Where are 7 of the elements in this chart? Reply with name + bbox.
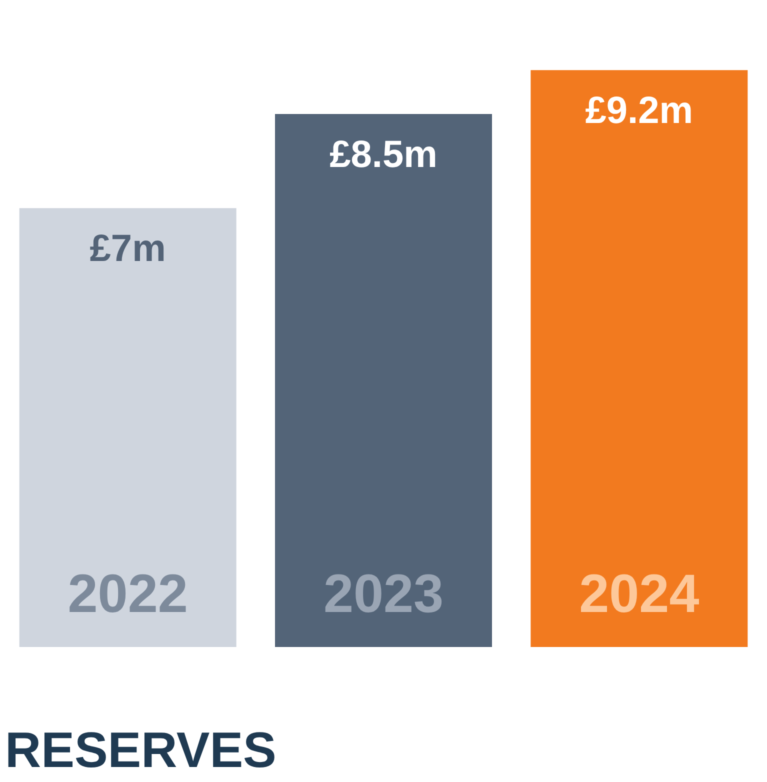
data-label: £7m xyxy=(90,228,166,270)
data-label: £9.2m xyxy=(585,90,694,132)
x-tick-label: 2024 xyxy=(579,564,700,624)
x-tick-label: 2022 xyxy=(68,564,188,624)
text: RESERVES xyxy=(5,722,276,778)
x-tick-label: 2023 xyxy=(323,564,444,624)
data-label: £8.5m xyxy=(330,134,438,176)
